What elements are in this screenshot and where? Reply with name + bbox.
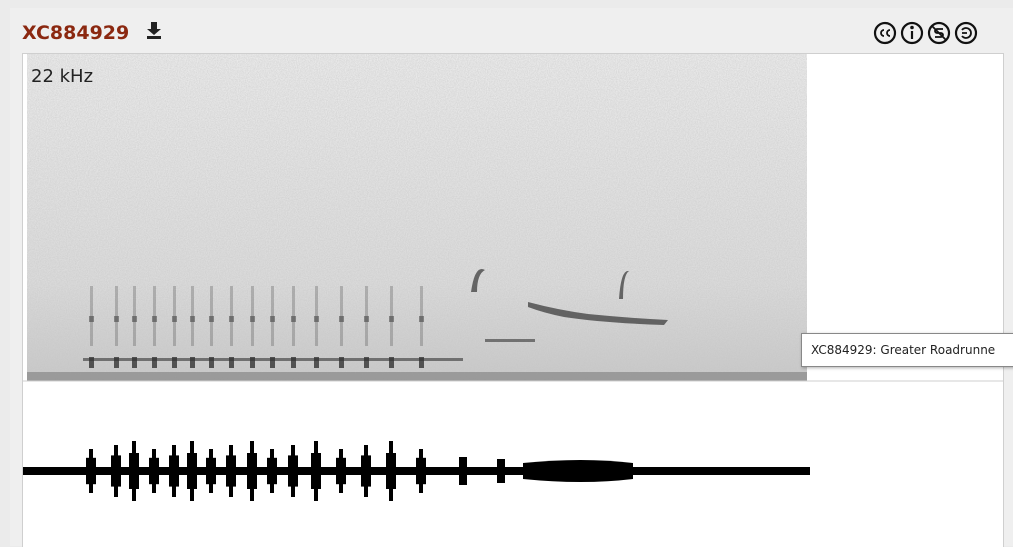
license-icons[interactable] <box>872 20 1004 46</box>
sonogram-area: 22 kHz XC884929: Greater Roadrunne <box>22 53 1013 547</box>
sonogram <box>23 54 1003 501</box>
download-icon[interactable] <box>146 22 162 40</box>
recording-panel: XC884929 <box>10 8 1013 547</box>
tooltip: XC884929: Greater Roadrunne <box>801 333 1013 367</box>
frequency-label: 22 kHz <box>31 66 94 87</box>
recording-id[interactable]: XC884929 <box>22 22 130 44</box>
